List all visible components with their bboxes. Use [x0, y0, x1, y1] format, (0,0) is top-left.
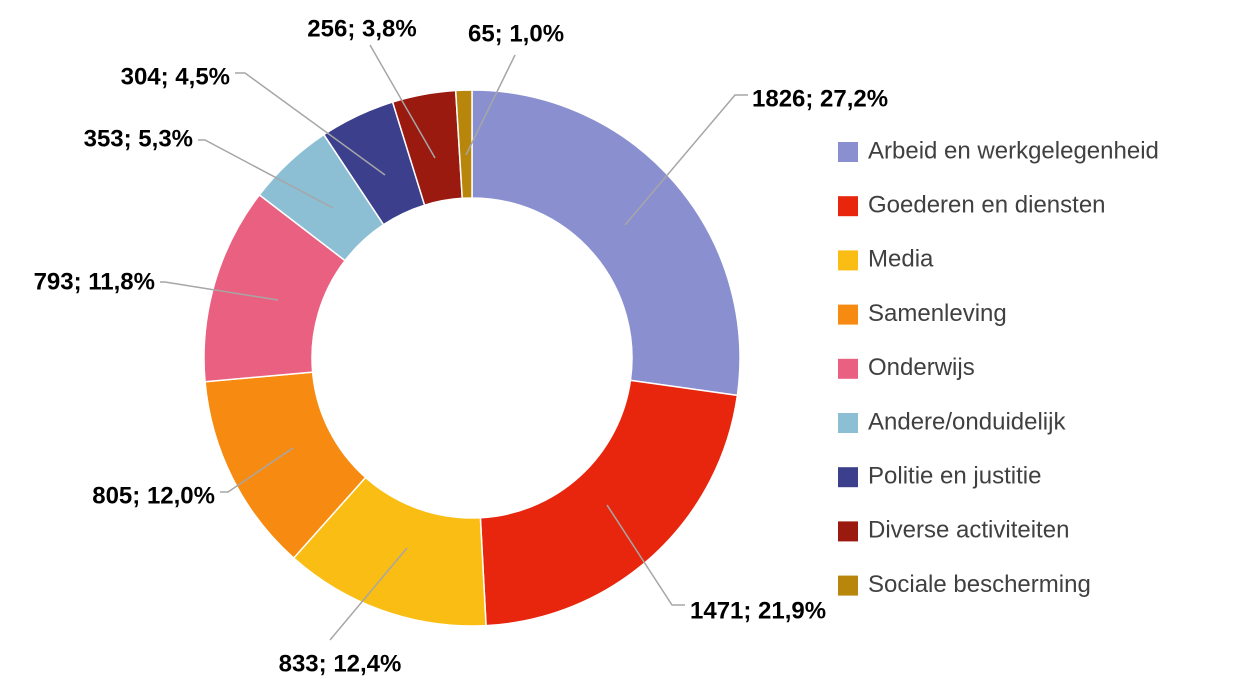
legend-swatch	[838, 250, 858, 271]
leader-line	[465, 54, 516, 156]
leader-line	[220, 447, 294, 493]
data-label: 833; 12,4%	[279, 650, 402, 677]
leader-line	[606, 504, 685, 606]
data-label: 353; 5,3%	[84, 125, 193, 152]
legend-swatch	[838, 304, 858, 325]
legend-label: Sociale bescherming	[868, 571, 1091, 598]
legend-label: Andere/onduidelijk	[868, 408, 1066, 435]
donut-slice	[471, 89, 741, 397]
data-label: 805; 12,0%	[92, 482, 215, 509]
legend-swatch	[838, 467, 858, 488]
legend-swatch	[838, 521, 858, 542]
data-label: 256; 3,8%	[307, 15, 416, 42]
legend-swatch	[838, 575, 858, 596]
leader-line	[235, 72, 386, 176]
leader-line	[329, 547, 408, 641]
leader-line	[160, 281, 279, 301]
data-label: 1471; 21,9%	[690, 597, 826, 624]
leader-line	[624, 94, 748, 226]
legend-swatch	[838, 413, 858, 433]
legend-label: Samenleving	[868, 300, 1007, 327]
legend-label: Onderwijs	[868, 354, 975, 381]
legend-swatch	[838, 358, 858, 379]
legend-label: Arbeid en werkgelegenheid	[868, 137, 1159, 164]
data-label: 1826; 27,2%	[752, 85, 888, 112]
legend-label: Politie en justitie	[868, 463, 1041, 490]
legend-label: Media	[868, 246, 934, 273]
donut-slice	[479, 379, 739, 627]
donut-slice	[454, 89, 473, 200]
data-label: 65; 1,0%	[468, 20, 564, 47]
leader-line	[198, 139, 334, 209]
legend-label: Goederen en diensten	[868, 192, 1106, 219]
legend-swatch	[838, 196, 858, 217]
leader-line	[369, 44, 436, 159]
data-label: 793; 11,8%	[34, 268, 155, 295]
legend-swatch	[838, 142, 858, 162]
legend-label: Diverse activiteiten	[868, 517, 1069, 544]
data-label: 304; 4,5%	[121, 63, 230, 90]
